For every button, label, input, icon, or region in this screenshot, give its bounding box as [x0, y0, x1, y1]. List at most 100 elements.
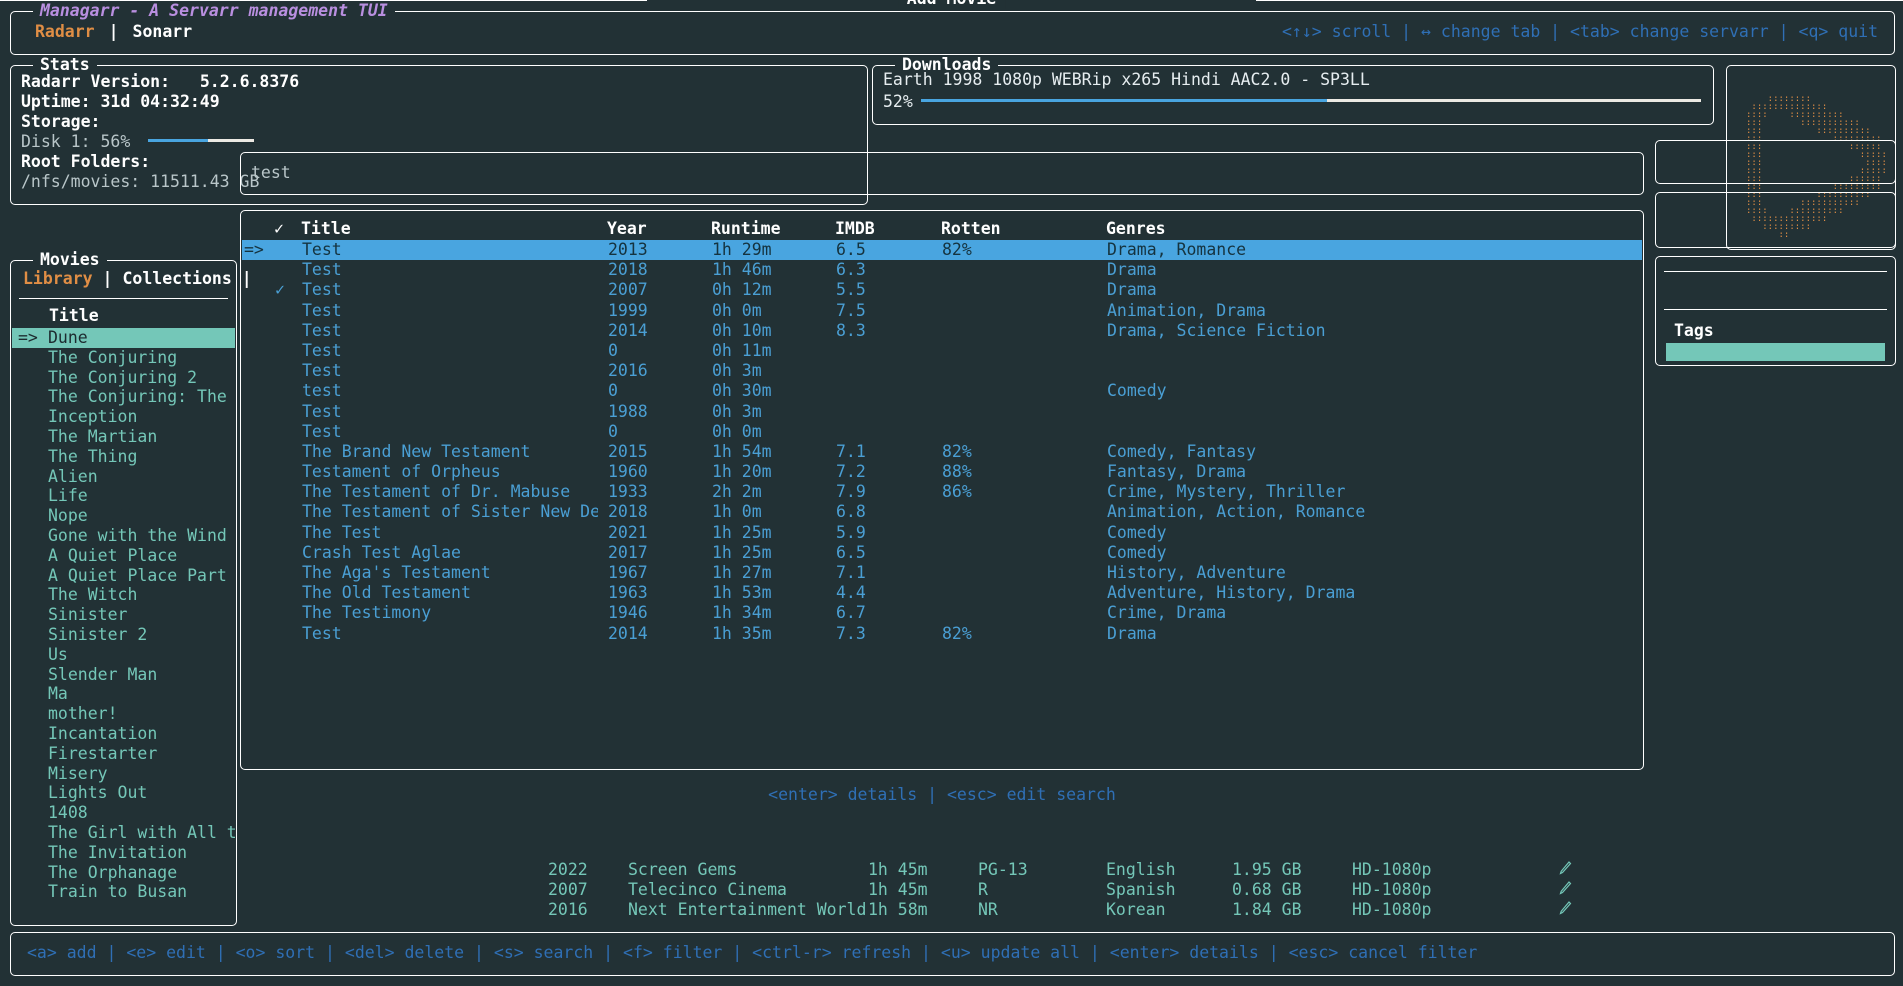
cell-title: Test — [302, 401, 342, 421]
movie-list-item[interactable]: Inception — [12, 407, 235, 427]
movie-list-item[interactable]: 1408 — [12, 803, 235, 823]
table-row[interactable]: Testament of Orpheus 1960 1h 20m 7.2 88% Fant… — [242, 462, 1642, 482]
table-row[interactable]: Test 0 0h 11m — [242, 341, 1642, 361]
cell-title: The Aga's Testament — [302, 563, 491, 582]
movie-list-item[interactable]: The Orphanage — [12, 863, 235, 883]
table-row[interactable]: Test 2016 0h 3m — [242, 361, 1642, 381]
table-row[interactable]: The Aga's Testament 1967 1h 27m 7.1 History,… — [242, 563, 1642, 583]
cell-genres: Comedy — [1107, 381, 1167, 401]
detail-size: 1.84 GB — [1232, 900, 1302, 920]
table-row[interactable]: Crash Test Aglae 2017 1h 25m 6.5 Comedy — [242, 543, 1642, 563]
table-row[interactable]: ✓ Test 2007 0h 12m 5.5 Drama — [242, 280, 1642, 300]
cell-title: Test — [302, 260, 342, 280]
tags-selected-value[interactable] — [1666, 343, 1885, 361]
movie-list-item[interactable]: A Quiet Place Part II — [12, 566, 235, 586]
movie-list-item-title: A Quiet Place Part II — [48, 565, 235, 585]
cell-title: The Testament of Dr. Mabuse — [302, 482, 571, 502]
movies-list[interactable]: => Dune The Conjuring The Conjuring 2 The Co… — [12, 328, 235, 923]
cell-runtime: 0h 3m — [712, 361, 762, 381]
movie-list-item[interactable]: The Invitation — [12, 843, 235, 863]
movie-list-item[interactable]: Gone with the Wind — [12, 526, 235, 546]
table-row[interactable]: The Testament of Dr. Mabuse 1933 2h 2m 7.9 8… — [242, 482, 1642, 502]
table-row[interactable]: Test 1999 0h 0m 7.5 Animation, Drama — [242, 301, 1642, 321]
movie-list-item[interactable]: Alien — [12, 467, 235, 487]
movie-list-item[interactable]: Ma — [12, 684, 235, 704]
movie-list-item[interactable]: Life — [12, 486, 235, 506]
table-row[interactable]: Test 1988 0h 3m — [242, 402, 1642, 422]
list-cursor — [12, 704, 48, 724]
col-header-title[interactable]: Title — [301, 219, 351, 238]
detail-certification: PG-13 — [978, 860, 1028, 879]
movie-list-item[interactable]: Us — [12, 645, 235, 665]
movie-list-item[interactable]: Sinister — [12, 605, 235, 625]
movies-tabs[interactable]: Library | Collections | — [19, 269, 252, 289]
detail-row[interactable]: 2022 Screen Gems 1h 45m PG-13 English 1.95 GB… — [240, 860, 1644, 880]
tab-library[interactable]: Library — [23, 269, 93, 288]
col-header-imdb[interactable]: IMDB — [835, 219, 875, 238]
pencil-icon[interactable] — [1558, 860, 1572, 881]
col-header-check[interactable]: ✓ — [274, 219, 284, 238]
tab-radarr[interactable]: Radarr — [35, 22, 95, 41]
servarr-tabs[interactable]: Radarr | Sonarr — [33, 22, 206, 42]
movie-list-item[interactable]: mother! — [12, 704, 235, 724]
pencil-icon[interactable] — [1558, 880, 1572, 901]
cell-genres: Drama, Science Fiction — [1107, 320, 1326, 340]
detail-row[interactable]: 2016 Next Entertainment World 1h 58m NR Kore… — [240, 900, 1644, 920]
movie-list-item[interactable]: The Martian — [12, 427, 235, 447]
col-header-year[interactable]: Year — [607, 219, 647, 238]
list-cursor — [12, 348, 48, 368]
movie-list-item[interactable]: The Conjuring: The De — [12, 387, 235, 407]
movie-list-item[interactable]: A Quiet Place — [12, 546, 235, 566]
movie-list-item[interactable]: The Thing — [12, 447, 235, 467]
movies-tab-divider: | — [102, 269, 113, 288]
row-checkbox[interactable]: ✓ — [275, 280, 285, 300]
movie-list-item[interactable]: The Conjuring — [12, 348, 235, 368]
cell-year: 2018 — [608, 260, 648, 280]
movie-list-item[interactable]: Misery — [12, 764, 235, 784]
movie-list-item[interactable]: Lights Out — [12, 783, 235, 803]
table-row[interactable]: The Testament of Sister New Devil: Depar… — [242, 502, 1642, 522]
search-input[interactable]: test — [251, 163, 291, 182]
table-row[interactable]: The Test 2021 1h 25m 5.9 Comedy — [242, 523, 1642, 543]
movie-list-item[interactable]: The Girl with All the — [12, 823, 235, 843]
movie-list-item-title: Dune — [48, 328, 88, 347]
table-row[interactable]: Test 2018 1h 46m 6.3 Drama — [242, 260, 1642, 280]
cell-runtime: 0h 11m — [712, 340, 772, 360]
col-header-genres[interactable]: Genres — [1106, 219, 1166, 238]
movie-list-item[interactable]: Incantation — [12, 724, 235, 744]
cell-genres: Comedy — [1107, 522, 1167, 542]
movie-list-item[interactable]: Firestarter — [12, 744, 235, 764]
movie-detail-rows[interactable]: 2022 Screen Gems 1h 45m PG-13 English 1.95 GB… — [240, 860, 1644, 920]
movie-list-item[interactable]: => Dune — [12, 328, 235, 348]
results-table-body[interactable]: => Test 2013 1h 29m 6.5 82% Drama, Romance Test… — [242, 240, 1642, 767]
movie-list-item[interactable]: Slender Man — [12, 665, 235, 685]
tab-sonarr[interactable]: Sonarr — [132, 22, 193, 41]
table-row[interactable]: Test 2014 1h 35m 7.3 82% Drama — [242, 624, 1642, 644]
movie-list-item[interactable]: Train to Busan — [12, 882, 235, 902]
movie-list-item-title: The Thing — [48, 446, 138, 466]
cell-year: 1967 — [608, 563, 648, 582]
table-row[interactable]: test 0 0h 30m Comedy — [242, 381, 1642, 401]
movie-list-item[interactable]: The Witch — [12, 585, 235, 605]
detail-row[interactable]: 2007 Telecinco Cinema 1h 45m R Spanish 0.68 G… — [240, 880, 1644, 900]
add-movie-search-box[interactable]: test — [240, 152, 1644, 195]
cell-genres: Crime, Drama — [1107, 603, 1227, 623]
movie-list-item[interactable]: Sinister 2 — [12, 625, 235, 645]
table-row[interactable]: => Test 2013 1h 29m 6.5 82% Drama, Romance — [242, 240, 1642, 261]
table-row[interactable]: Test 2014 0h 10m 8.3 Drama, Science Fiction — [242, 321, 1642, 341]
table-row[interactable]: The Brand New Testament 2015 1h 54m 7.1 82% C… — [242, 442, 1642, 462]
pencil-icon[interactable] — [1558, 900, 1572, 921]
right-panel-upper — [1655, 140, 1896, 184]
movie-list-item[interactable]: Nope — [12, 506, 235, 526]
movie-list-item[interactable]: The Conjuring 2 — [12, 368, 235, 388]
table-row[interactable]: The Old Testament 1963 1h 53m 4.4 Adventure,… — [242, 583, 1642, 603]
col-header-runtime[interactable]: Runtime — [711, 219, 781, 238]
movie-list-item-title: A Quiet Place — [48, 545, 178, 565]
tab-collections[interactable]: Collections — [122, 269, 232, 288]
download-progress-row: 52% — [883, 92, 1701, 112]
cell-year: 2018 — [608, 502, 648, 522]
table-row[interactable]: The Testimony 1946 1h 34m 6.7 Crime, Drama — [242, 603, 1642, 623]
table-row[interactable]: Test 0 0h 0m — [242, 422, 1642, 442]
list-cursor — [12, 665, 48, 685]
cell-genres: Drama — [1107, 260, 1157, 280]
